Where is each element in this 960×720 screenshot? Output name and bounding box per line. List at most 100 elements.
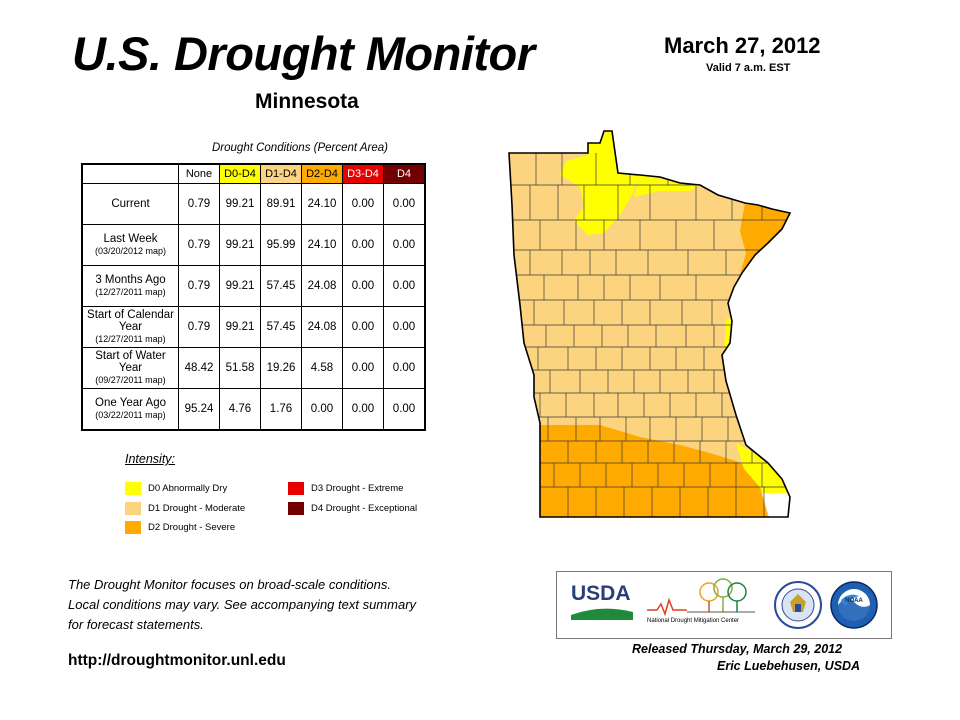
ndmc-name-b: Drought Mitigation Center [670, 618, 740, 624]
row-label-text: Current [111, 198, 150, 210]
author: Eric Luebehusen, USDA [717, 659, 861, 673]
usda-logo-swoosh [571, 608, 633, 620]
header-d1-d4: D1-D4 [260, 163, 302, 184]
d2-area-south [509, 425, 768, 517]
table-cell: 24.10 [301, 183, 343, 225]
header-none: None [178, 163, 220, 184]
row-label-date: (12/27/2011 map) [95, 287, 166, 297]
table-cell: 0.00 [342, 306, 384, 348]
table-cell: 99.21 [219, 265, 261, 307]
table-cell: 19.26 [260, 347, 302, 389]
table-cell: 0.00 [342, 347, 384, 389]
row-label-text: 3 Months Ago [95, 274, 166, 286]
table-cell: 99.21 [219, 183, 261, 225]
header-blank [82, 164, 179, 184]
table-row: Start of Calendar Year (12/27/2011 map) 0.… [81, 306, 426, 348]
table-cell: 57.45 [260, 265, 302, 307]
table-row: Last Week (03/20/2012 map) 0.79 99.21 95.99 2… [81, 224, 426, 266]
table-cell: 0.00 [383, 265, 426, 307]
no-drought-area [762, 493, 790, 517]
commerce-seal-icon [774, 581, 822, 629]
minnesota-map [508, 130, 791, 518]
table-cell: 99.21 [219, 306, 261, 348]
legend-label: D4 Drought - Exceptional [311, 503, 418, 514]
map-date: March 27, 2012 [664, 33, 821, 58]
row-label: Start of Water Year (09/27/2011 map) [81, 347, 179, 389]
noaa-logo-icon: NOAA [830, 581, 878, 629]
table-cell: 0.00 [301, 388, 343, 430]
table-cell: 57.45 [260, 306, 302, 348]
table-cell: 0.00 [342, 265, 384, 307]
partner-logos: USDA National Drought Mitigation Center [556, 571, 892, 639]
table-cell: 0.00 [383, 183, 426, 225]
table-cell: 4.58 [301, 347, 343, 389]
table-cell: 24.08 [301, 265, 343, 307]
usda-logo: USDA [571, 582, 633, 625]
table-cell: 24.08 [301, 306, 343, 348]
legend-title: Intensity: [125, 452, 176, 466]
table-cell: 0.00 [383, 224, 426, 266]
table-caption: Drought Conditions (Percent Area) [212, 142, 388, 154]
d0-area-north [560, 131, 640, 235]
row-label: One Year Ago (03/22/2011 map) [81, 388, 179, 430]
table-row: 3 Months Ago (12/27/2011 map) 0.79 99.21 57.… [81, 265, 426, 307]
legend-swatch [125, 482, 141, 495]
usda-logo-text: USDA [571, 582, 631, 605]
table-cell: 24.10 [301, 224, 343, 266]
table-cell: 0.79 [178, 183, 220, 225]
drought-conditions-table: None D0-D4 D1-D4 D2-D4 D3-D4 D4 Current 0… [81, 163, 426, 431]
region-name: Minnesota [255, 90, 359, 113]
row-label-date: (12/27/2011 map) [95, 334, 166, 344]
table-cell: 0.00 [383, 306, 426, 348]
row-label: Current [81, 183, 179, 225]
legend-swatch [288, 502, 304, 515]
disclaimer-note: The Drought Monitor focuses on broad-sca… [68, 575, 416, 635]
legend-label: D2 Drought - Severe [148, 522, 236, 533]
note-line: Local conditions may vary. See accompany… [68, 597, 417, 612]
header-d4: D4 [383, 163, 426, 184]
row-label: Last Week (03/20/2012 map) [81, 224, 179, 266]
table-cell: 1.76 [260, 388, 302, 430]
legend-swatch [288, 482, 304, 495]
table-row: Current 0.79 99.21 89.91 24.10 0.00 0.00 [81, 183, 426, 225]
website-link[interactable]: http://droughtmonitor.unl.edu [68, 652, 286, 669]
noaa-logo-text: NOAA [845, 598, 863, 604]
table-cell: 0.79 [178, 265, 220, 307]
table-cell: 4.76 [219, 388, 261, 430]
table-cell: 95.24 [178, 388, 220, 430]
ndmc-logo: National Drought Mitigation Center [647, 578, 757, 634]
legend-label: D1 Drought - Moderate [148, 503, 246, 514]
table-cell: 95.99 [260, 224, 302, 266]
table-cell: 51.58 [219, 347, 261, 389]
note-line: The Drought Monitor focuses on broad-sca… [68, 577, 392, 592]
table-cell: 48.42 [178, 347, 220, 389]
ndmc-name-a: National [647, 618, 670, 624]
table-cell: 89.91 [260, 183, 302, 225]
legend-swatch [125, 521, 141, 534]
row-label: 3 Months Ago (12/27/2011 map) [81, 265, 179, 307]
d2-area-arrowhead [740, 203, 790, 277]
table-cell: 0.00 [383, 388, 426, 430]
table-cell: 0.00 [342, 224, 384, 266]
header-d0-d4: D0-D4 [219, 163, 261, 184]
row-label-text: Start of Calendar Year [87, 309, 174, 333]
table-cell: 0.00 [342, 388, 384, 430]
row-label-date: (09/27/2011 map) [95, 375, 166, 385]
legend-label: D3 Drought - Extreme [311, 483, 404, 494]
table-cell: 99.21 [219, 224, 261, 266]
header-d2-d4: D2-D4 [301, 163, 343, 184]
table-cell: 0.79 [178, 306, 220, 348]
row-label-text: Last Week [103, 233, 158, 245]
table-row: One Year Ago (03/22/2011 map) 95.24 4.76 1.7… [81, 388, 426, 430]
table-cell: 0.00 [383, 347, 426, 389]
row-label: Start of Calendar Year (12/27/2011 map) [81, 306, 179, 348]
d0-area-border-lakes [634, 175, 700, 197]
note-line: for forecast statements. [68, 617, 204, 632]
row-label-date: (03/20/2012 map) [94, 246, 167, 256]
legend-swatch [125, 502, 141, 515]
table-cell: 0.79 [178, 224, 220, 266]
header-d3-d4: D3-D4 [342, 163, 384, 184]
ndmc-trees-icon [647, 578, 755, 617]
table-row: Start of Water Year (09/27/2011 map) 48.42… [81, 347, 426, 389]
d0-area-southeast [736, 443, 790, 505]
